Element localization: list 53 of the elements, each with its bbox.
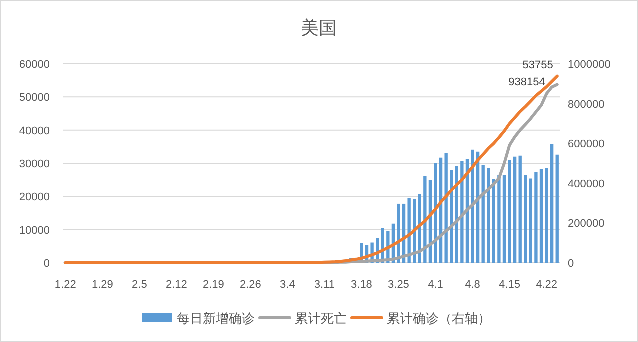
bar xyxy=(513,156,517,263)
y-tick-label: 20000 xyxy=(19,192,50,204)
x-tick-label: 2.12 xyxy=(166,279,188,291)
x-tick-label: 4.1 xyxy=(428,279,444,291)
y2-tick-label: 200000 xyxy=(568,218,605,230)
legend-label: 累计死亡 xyxy=(295,311,347,326)
bar xyxy=(529,178,533,263)
y-tick-label: 10000 xyxy=(19,224,50,237)
bar xyxy=(550,144,554,263)
bar xyxy=(540,169,544,263)
x-tick-label: 2.26 xyxy=(240,279,262,291)
bar xyxy=(471,150,474,263)
x-tick-label: 4.15 xyxy=(499,279,520,291)
bar xyxy=(424,176,427,263)
y-tick-label: 30000 xyxy=(19,158,50,170)
x-tick-label: 4.8 xyxy=(465,279,480,291)
bar xyxy=(492,179,496,263)
x-tick-label: 3.11 xyxy=(314,279,336,291)
bar xyxy=(434,164,438,263)
y2-tick-label: 400000 xyxy=(568,178,605,190)
bar xyxy=(534,172,538,263)
x-tick-label: 1.22 xyxy=(54,279,76,291)
bar xyxy=(498,175,501,263)
x-tick-label: 3.25 xyxy=(388,279,410,291)
bar xyxy=(487,168,490,263)
x-tick-label: 4.22 xyxy=(536,279,558,291)
bar xyxy=(545,168,548,263)
bar xyxy=(556,154,559,263)
y2-tick-label: 800000 xyxy=(568,98,605,111)
x-tick-label: 3.18 xyxy=(351,279,372,291)
bar xyxy=(444,153,448,263)
legend-label: 累计确诊（右轴） xyxy=(387,311,491,326)
bar xyxy=(524,175,528,263)
x-tick-label: 1.29 xyxy=(92,279,114,291)
data-label: 53755 xyxy=(522,60,554,72)
y2-tick-label: 1000000 xyxy=(568,59,611,71)
y-tick-label: 60000 xyxy=(19,59,50,71)
y2-tick-label: 600000 xyxy=(568,138,605,151)
data-label: 938154 xyxy=(508,76,546,88)
y-tick-label: 40000 xyxy=(19,125,50,138)
x-tick-label: 2.19 xyxy=(202,279,224,291)
x-tick-label: 3.4 xyxy=(280,279,296,291)
bar xyxy=(460,161,464,263)
bar xyxy=(502,175,506,263)
bar xyxy=(508,160,512,263)
y-tick-label: 0 xyxy=(44,258,50,270)
legend-label: 每日新增确诊 xyxy=(177,311,255,326)
y2-tick-label: 0 xyxy=(568,258,574,270)
bar xyxy=(518,156,522,263)
y-tick-label: 50000 xyxy=(19,92,50,104)
chart-title: 美国 xyxy=(301,18,337,38)
x-tick-label: 2.5 xyxy=(132,279,148,291)
bar xyxy=(482,165,485,263)
